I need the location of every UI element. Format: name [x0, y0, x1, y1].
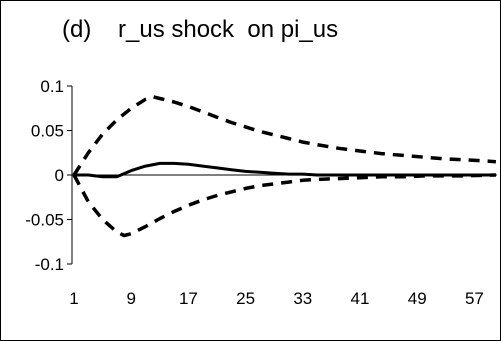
x-tick-label: 17: [179, 289, 198, 308]
series-upper-band: [72, 94, 497, 176]
y-tick-label: 0: [55, 166, 64, 185]
series-point-estimate: [74, 161, 496, 179]
x-tick-label: 49: [408, 289, 427, 308]
y-tick-label: 0.1: [40, 77, 64, 96]
chart-title: (d) r_us shock on pi_us: [62, 16, 339, 43]
series-layer: [72, 94, 497, 238]
x-tick-label: 33: [293, 289, 312, 308]
series-lower-band: [72, 173, 496, 238]
x-tick-label: 41: [351, 289, 370, 308]
x-tick-label: 9: [126, 289, 135, 308]
y-tick-label: -0.1: [35, 255, 64, 274]
y-tick-label: -0.05: [25, 211, 64, 230]
tick-labels: 0.1 0.05 0 -0.05 -0.1 1 9 17 25 33 41 49 57: [25, 77, 484, 308]
x-tick-label: 25: [236, 289, 255, 308]
x-tick-label: 1: [69, 289, 78, 308]
x-tick-label: 57: [465, 289, 484, 308]
y-tick-label: 0.05: [31, 122, 64, 141]
